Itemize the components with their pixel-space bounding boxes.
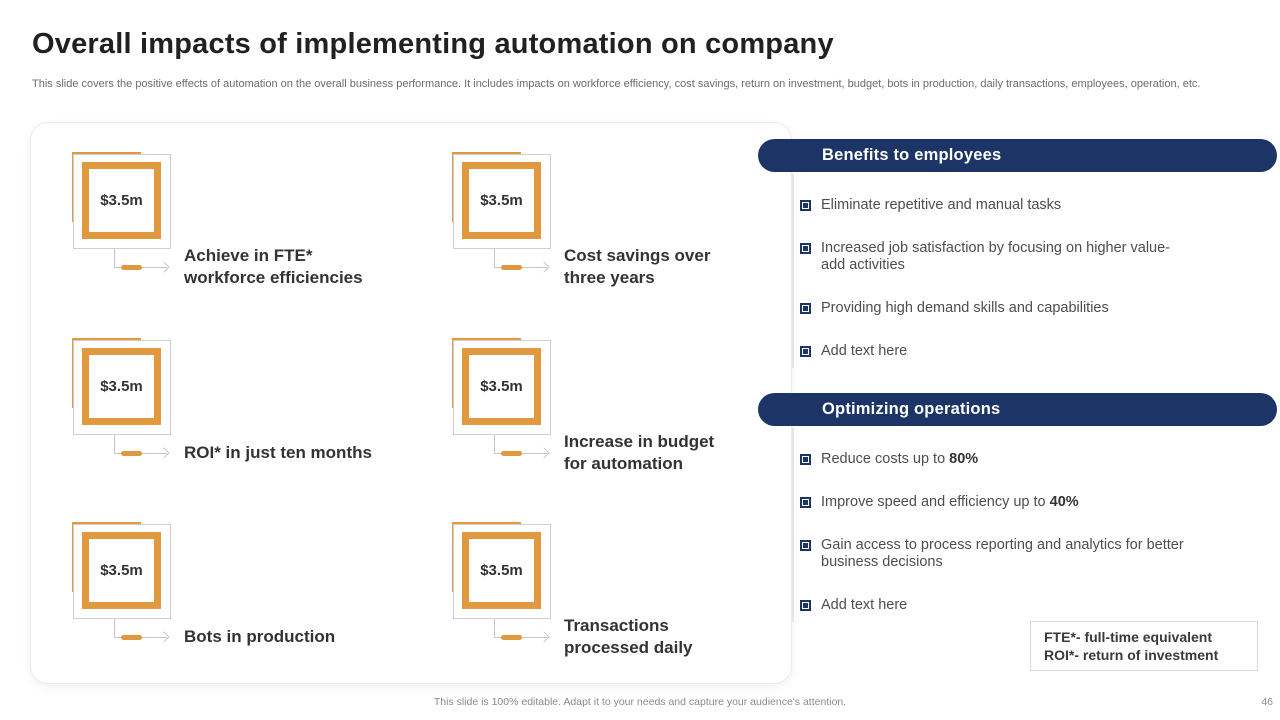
arrow-head-icon bbox=[158, 261, 170, 273]
list-item-text: Providing high demand skills and capabil… bbox=[821, 300, 1109, 316]
metric-label: ROI* in just ten months bbox=[184, 443, 372, 462]
metric-item: $3.5m Increase in budget for automation bbox=[452, 338, 824, 510]
add-text-placeholder[interactable]: Add text here bbox=[800, 343, 1265, 360]
section-connector-line bbox=[792, 174, 794, 368]
legend-line-roi: ROI*- return of investment bbox=[1044, 647, 1219, 663]
connector-line-vertical bbox=[494, 435, 495, 454]
metric-label: Increase in budget for automation bbox=[564, 432, 715, 473]
connector-line-vertical bbox=[114, 619, 115, 638]
page-title: Overall impacts of implementing automati… bbox=[32, 28, 834, 60]
add-text-placeholder[interactable]: Add text here bbox=[800, 597, 1265, 614]
section-header-pill: Benefits to employees bbox=[758, 139, 1277, 172]
metric-value-box: $3.5m bbox=[462, 532, 541, 609]
list-item: Providing high demand skills and capabil… bbox=[800, 300, 1265, 317]
metric-label: Cost savings over three years bbox=[564, 246, 711, 287]
metric-value: $3.5m bbox=[480, 378, 523, 395]
arrow-head-icon bbox=[158, 447, 170, 459]
square-bullet-icon bbox=[800, 303, 811, 314]
bullet-list: Eliminate repetitive and manual tasks In… bbox=[800, 189, 1265, 386]
square-bullet-icon bbox=[800, 346, 811, 357]
arrow-head-icon bbox=[538, 631, 550, 643]
metric-value: $3.5m bbox=[100, 378, 143, 395]
arrow-head-icon bbox=[158, 631, 170, 643]
metric-value: $3.5m bbox=[100, 562, 143, 579]
list-item-text: Improve speed and efficiency up to 40% bbox=[821, 494, 1079, 510]
metric-item: $3.5m Transactions processed daily bbox=[452, 522, 824, 694]
connector-line-vertical bbox=[114, 435, 115, 454]
metric-value: $3.5m bbox=[100, 192, 143, 209]
connector-line-vertical bbox=[494, 619, 495, 638]
square-bullet-icon bbox=[800, 243, 811, 254]
square-bullet-icon bbox=[800, 600, 811, 611]
legend-line-fte: FTE*- full-time equivalent bbox=[1044, 629, 1213, 645]
metric-item: $3.5m Achieve in FTE* workforce efficien… bbox=[72, 152, 444, 324]
bullet-list: Reduce costs up to 80% Improve speed and… bbox=[800, 443, 1265, 640]
list-item: Reduce costs up to 80% bbox=[800, 451, 1265, 468]
metric-value-box: $3.5m bbox=[462, 162, 541, 239]
metric-label: Transactions processed daily bbox=[564, 616, 693, 657]
connector-line-vertical bbox=[494, 249, 495, 268]
list-item: Eliminate repetitive and manual tasks bbox=[800, 197, 1265, 214]
section-connector-line bbox=[792, 428, 794, 622]
metric-value-box: $3.5m bbox=[82, 348, 161, 425]
slide-description: This slide covers the positive effects o… bbox=[32, 78, 1201, 90]
page-number: 46 bbox=[1261, 696, 1273, 708]
metric-item: $3.5m Cost savings over three years bbox=[452, 152, 824, 324]
list-item: Improve speed and efficiency up to 40% bbox=[800, 494, 1265, 511]
list-item-text: Add text here bbox=[821, 597, 908, 613]
list-item-text: Eliminate repetitive and manual tasks bbox=[821, 197, 1062, 213]
square-bullet-icon bbox=[800, 454, 811, 465]
metrics-panel: $3.5m Achieve in FTE* workforce efficien… bbox=[30, 122, 792, 684]
arrow-head-icon bbox=[538, 447, 550, 459]
metric-value-box: $3.5m bbox=[82, 532, 161, 609]
list-item-text: Gain access to process reporting and ana… bbox=[821, 537, 1184, 570]
list-item-text: Add text here bbox=[821, 343, 908, 359]
orange-dash bbox=[501, 451, 522, 456]
square-bullet-icon bbox=[800, 200, 811, 211]
section-header-pill: Optimizing operations bbox=[758, 393, 1277, 426]
orange-dash bbox=[121, 265, 142, 270]
orange-dash bbox=[121, 635, 142, 640]
arrow-head-icon bbox=[538, 261, 550, 273]
metric-label: Bots in production bbox=[184, 627, 336, 646]
list-item: Gain access to process reporting and ana… bbox=[800, 537, 1265, 571]
list-item-text: Reduce costs up to 80% bbox=[821, 451, 979, 467]
square-bullet-icon bbox=[800, 540, 811, 551]
square-bullet-icon bbox=[800, 497, 811, 508]
metric-value: $3.5m bbox=[480, 192, 523, 209]
orange-dash bbox=[121, 451, 142, 456]
metric-value-box: $3.5m bbox=[82, 162, 161, 239]
metric-value-box: $3.5m bbox=[462, 348, 541, 425]
footer-note: This slide is 100% editable. Adapt it to… bbox=[433, 696, 847, 708]
orange-dash bbox=[501, 635, 522, 640]
orange-dash bbox=[501, 265, 522, 270]
metric-item: $3.5m ROI* in just ten months bbox=[72, 338, 444, 510]
metric-item: $3.5m Bots in production bbox=[72, 522, 444, 694]
list-item-text: Increased job satisfaction by focusing o… bbox=[821, 240, 1171, 273]
list-item: Increased job satisfaction by focusing o… bbox=[800, 240, 1265, 274]
metric-label: Achieve in FTE* workforce efficiencies bbox=[184, 246, 363, 287]
connector-line-vertical bbox=[114, 249, 115, 268]
abbreviation-legend: FTE*- full-time equivalent ROI*- return … bbox=[1030, 621, 1258, 671]
metric-value: $3.5m bbox=[480, 562, 523, 579]
